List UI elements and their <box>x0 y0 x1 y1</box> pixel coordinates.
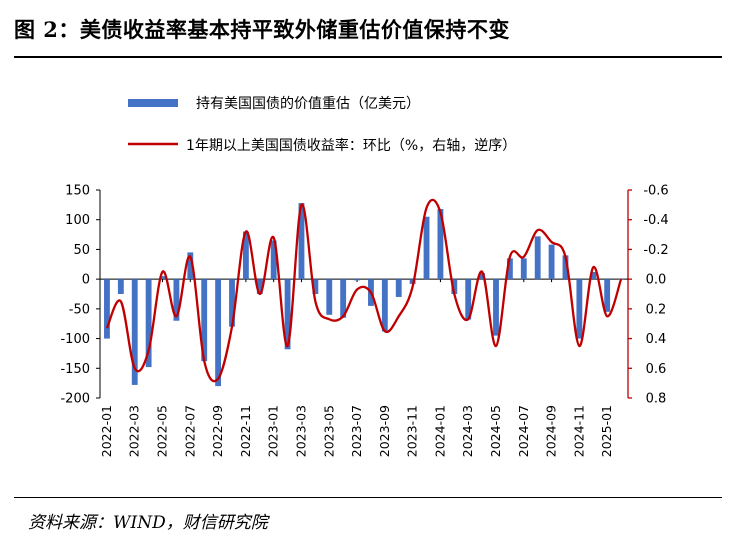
bar <box>326 279 333 315</box>
x-axis-tick-label: 2023-09 <box>377 405 392 457</box>
left-axis-tick-label: -150 <box>60 362 90 377</box>
x-axis-tick-label: 2024-03 <box>460 405 475 457</box>
bar <box>506 258 513 280</box>
bar <box>548 244 555 280</box>
left-axis-tick-label: -50 <box>69 302 90 317</box>
bar <box>145 279 152 368</box>
bars <box>104 203 624 387</box>
x-axis-tick-label: 2024-05 <box>488 405 503 457</box>
bar <box>437 209 444 280</box>
footer-divider <box>14 497 722 498</box>
axes: 150 100 50 0 -50 -100 -150 -200 -0.6 -0.4 -0.2 0.0 0… <box>60 184 668 458</box>
bar <box>173 279 180 321</box>
x-axis-tick-label: 2023-11 <box>405 405 420 457</box>
x-axis-tick-label: 2022-05 <box>155 405 170 457</box>
right-axis-tick-label: 0.8 <box>646 392 667 407</box>
left-axis-tick-label: 0 <box>82 273 90 288</box>
bar <box>201 279 208 362</box>
left-axis-tick-label: -200 <box>60 392 90 407</box>
source-note: 资料来源：WIND，财信研究院 <box>28 513 268 533</box>
right-axis-tick-label: -0.6 <box>643 184 668 199</box>
bar <box>215 279 222 387</box>
left-axis-tick-label: 150 <box>65 184 90 199</box>
x-axis-tick-label: 2024-09 <box>544 405 559 457</box>
x-axis-tick-label: 2023-03 <box>293 405 308 457</box>
bar <box>354 279 360 281</box>
x-axis-tick-label: 2022-07 <box>182 405 197 457</box>
bar <box>590 272 597 280</box>
bar <box>395 279 402 297</box>
bar <box>562 255 569 280</box>
right-axis-tick-label: -0.4 <box>643 213 668 228</box>
bar <box>117 279 124 294</box>
x-axis-tick-label: 2023-05 <box>321 405 336 457</box>
bar <box>493 279 499 336</box>
bar <box>534 236 541 280</box>
bar <box>604 279 611 312</box>
right-axis-tick-label: 0.2 <box>646 302 667 317</box>
bar <box>187 252 194 280</box>
bar <box>340 279 347 318</box>
legend-bar-label: 持有美国国债的价值重估（亿美元） <box>196 96 420 112</box>
bar <box>256 279 263 294</box>
bar <box>270 240 277 280</box>
bar <box>298 203 305 280</box>
legend-line-label: 1年期以上美国国债收益率：环比（%，右轴，逆序） <box>186 137 516 154</box>
x-axis-tick-label: 2024-11 <box>571 405 586 457</box>
bar <box>284 279 291 350</box>
left-axis-tick-label: -100 <box>60 332 90 347</box>
chart-title: 图 2：美债收益率基本持平致外储重估价值保持不变 <box>14 17 510 42</box>
bar <box>576 279 583 339</box>
left-axis-tick-label: 100 <box>65 213 90 228</box>
x-axis-tick-label: 2022-01 <box>99 405 114 457</box>
legend: 持有美国国债的价值重估（亿美元） 1年期以上美国国债收益率：环比（%，右轴，逆序… <box>128 96 516 154</box>
x-axis-tick-label: 2023-07 <box>349 405 364 457</box>
bar <box>451 279 458 294</box>
yield-line <box>105 198 623 383</box>
bar <box>381 279 388 332</box>
x-axis-tick-label: 2022-09 <box>210 405 225 457</box>
title-divider <box>14 56 722 58</box>
x-axis-tick-label: 2023-01 <box>266 405 281 457</box>
x-axis-tick-label: 2024-07 <box>516 405 531 457</box>
right-axis-tick-label: 0.0 <box>646 273 667 288</box>
bar <box>423 216 430 280</box>
bar <box>104 279 110 339</box>
bar <box>465 279 472 320</box>
right-axis-tick-label: 0.4 <box>646 332 667 347</box>
x-axis-tick-label: 2024-01 <box>432 405 447 457</box>
bar <box>229 279 235 327</box>
x-axis-tick-label: 2022-11 <box>238 405 253 457</box>
x-axis-tick-label: 2022-03 <box>127 405 142 457</box>
bar <box>159 276 166 280</box>
bar <box>131 279 138 385</box>
bar <box>312 279 319 294</box>
legend-bar-swatch <box>128 99 178 107</box>
bar <box>520 258 527 280</box>
bar <box>242 231 249 280</box>
x-axis-tick-label: 2025-01 <box>599 405 614 457</box>
left-axis-tick-label: 50 <box>73 243 90 258</box>
right-axis-tick-label: 0.6 <box>646 362 667 377</box>
bar <box>479 273 486 280</box>
right-axis-tick-label: -0.2 <box>643 243 668 258</box>
line-series <box>105 198 623 383</box>
